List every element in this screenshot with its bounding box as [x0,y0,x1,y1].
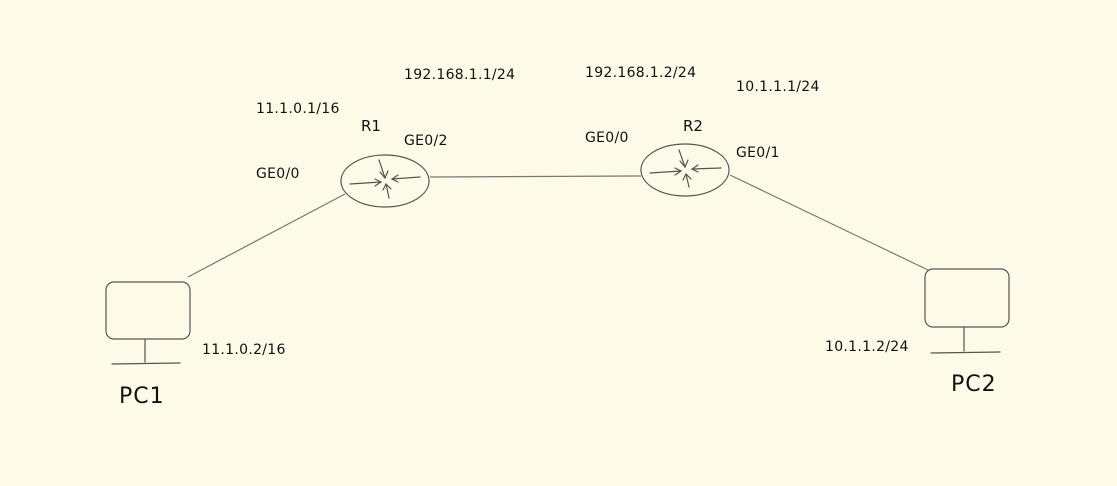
r1-ge0-2-ip-label: 192.168.1.1/24 [404,67,516,83]
r2-ge0-1-ip-label: 10.1.1.1/24 [736,79,820,95]
r1-ge0-0-label: GE0/0 [256,166,300,182]
pc2-ip-label: 10.1.1.2/24 [825,339,909,355]
r2-label: R2 [683,117,703,135]
link-r1-r2 [429,175,642,178]
pc1-computer-icon[interactable] [105,281,191,365]
link-pc1-r1 [187,193,346,278]
router-r2-icon[interactable] [640,143,730,197]
pc1-ip-label: 11.1.0.2/16 [202,342,286,358]
r2-ge0-0-ip-label: 192.168.1.2/24 [585,65,697,81]
r1-ge0-0-ip-label: 11.1.0.1/16 [256,101,340,117]
link-r2-pc2 [729,174,929,271]
r1-label: R1 [361,117,381,135]
pc1-label: PC1 [119,384,165,409]
pc2-computer-icon[interactable] [924,268,1010,354]
router-r1-icon[interactable] [340,154,430,208]
r1-ge0-2-label: GE0/2 [404,133,448,149]
pc2-label: PC2 [951,372,997,397]
r2-ge0-1-label: GE0/1 [736,145,780,161]
r2-ge0-0-label: GE0/0 [585,130,629,146]
